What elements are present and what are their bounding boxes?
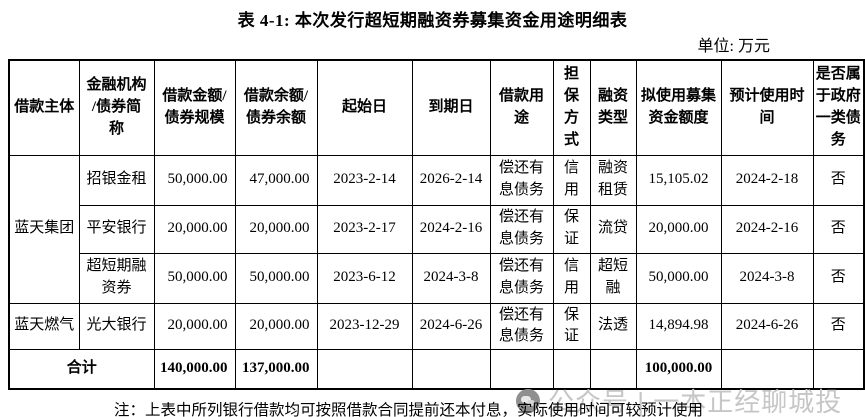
cell-financing-type: 超短 融 — [589, 252, 637, 304]
cell-proposed-amount: 14,894.98 — [635, 302, 722, 350]
total-gov-debt — [812, 349, 865, 389]
cell-purpose: 偿还有 息债务 — [489, 154, 554, 206]
total-loan-amount: 140,000.00 — [153, 349, 236, 389]
header-guarantee: 担 保 方 式 — [552, 59, 591, 156]
table-row: 蓝天集团 招银金租 50,000.00 47,000.00 2023-2-14 … — [8, 154, 865, 304]
header-institution: 金融机构 /债券简 称 — [78, 59, 155, 156]
unit-label: 单位: 万元 — [697, 38, 770, 55]
cell-proposed-amount: 50,000.00 — [635, 252, 722, 304]
cell-loan-balance: 20,000.00 — [234, 204, 318, 254]
cell-expected-time: 2024-2-18 — [720, 154, 814, 206]
cell-loan-amount: 20,000.00 — [153, 302, 236, 350]
watermark: 公众号 | 一本正经聊城投 — [516, 382, 842, 417]
loan-details-table: 借款主体 金融机构 /债券简 称 借款金额/ 债券规模 借款余额/ 债券余额 起… — [8, 59, 865, 390]
total-expected-time — [720, 349, 814, 389]
header-maturity-date: 到期日 — [411, 59, 491, 156]
cell-institution: 超短期融 资券 — [78, 252, 155, 304]
header-expected-time: 预计使用时 间 — [720, 59, 814, 156]
cell-proposed-amount: 15,105.02 — [635, 154, 722, 206]
cell-gov-debt: 否 — [812, 252, 865, 304]
cell-guarantee: 信 用 — [552, 154, 591, 206]
cell-financing-type: 流贷 — [589, 204, 637, 254]
cell-maturity-date: 2024-2-16 — [411, 204, 491, 254]
table-title: 表 4-1: 本次发行超短期融资券募集资金用途明细表 — [237, 11, 628, 30]
total-maturity-date — [411, 349, 491, 389]
table-row: 超短期融 资券 50,000.00 50,000.00 2023-6-12 20… — [9, 252, 865, 304]
header-gov-debt: 是否属 于政府 一类债 务 — [812, 59, 865, 156]
header-proposed-amount: 拟使用募集 资金额度 — [635, 59, 722, 156]
cell-financing-type: 法透 — [589, 302, 637, 350]
cell-purpose: 偿还有 息债务 — [489, 302, 554, 350]
cell-purpose: 偿还有 息债务 — [489, 204, 554, 254]
header-loan-amount: 借款金额/ 债券规模 — [153, 59, 236, 156]
cell-loan-balance: 20,000.00 — [234, 302, 318, 350]
header-row: 借款主体 金融机构 /债券简 称 借款金额/ 债券规模 借款余额/ 债券余额 起… — [8, 59, 865, 156]
cell-borrower-group: 蓝天集团 — [8, 154, 80, 304]
cell-institution: 招银金租 — [78, 154, 155, 206]
total-guarantee — [552, 349, 591, 389]
table-row: 蓝天燃气 光大银行 20,000.00 20,000.00 2023-12-29… — [8, 302, 865, 350]
total-label: 合计 — [8, 349, 155, 389]
cell-gov-debt: 否 — [812, 154, 865, 206]
cell-expected-time: 2024-6-26 — [720, 302, 814, 350]
header-start-date: 起始日 — [316, 59, 413, 156]
total-loan-balance: 137,000.00 — [234, 349, 318, 389]
cell-loan-amount: 20,000.00 — [153, 204, 236, 254]
cell-start-date: 2023-2-14 — [316, 154, 413, 206]
footnote: 注：上表中所列银行借款均可按照借款合同提前还本付息，实际使用时间可较预计使用 时… — [114, 401, 704, 417]
cell-expected-time: 2024-3-8 — [720, 252, 814, 304]
total-financing-type — [589, 349, 637, 389]
cell-purpose: 偿还有 息债务 — [489, 252, 554, 304]
header-financing-type: 融资 类型 — [589, 59, 637, 156]
cell-start-date: 2023-6-12 — [316, 252, 413, 304]
header-purpose: 借款用 途 — [489, 59, 554, 156]
total-proposed-amount: 100,000.00 — [635, 349, 722, 389]
wechat-logo-icon — [516, 388, 540, 413]
cell-start-date: 2023-2-17 — [316, 204, 413, 254]
cell-proposed-amount: 20,000.00 — [635, 204, 722, 254]
header-borrower: 借款主体 — [8, 59, 80, 156]
cell-gov-debt: 否 — [812, 204, 865, 254]
cell-expected-time: 2024-2-16 — [720, 204, 814, 254]
total-purpose — [489, 349, 554, 389]
cell-institution: 平安银行 — [78, 204, 155, 254]
cell-maturity-date: 2024-6-26 — [411, 302, 491, 350]
cell-gov-debt: 否 — [812, 302, 865, 350]
cell-institution: 光大银行 — [78, 302, 155, 350]
cell-maturity-date: 2026-2-14 — [411, 154, 491, 206]
cell-loan-amount: 50,000.00 — [153, 154, 236, 206]
cell-guarantee: 保 证 — [552, 204, 591, 254]
cell-loan-balance: 50,000.00 — [234, 252, 318, 304]
table-row: 平安银行 20,000.00 20,000.00 2023-2-17 2024-… — [9, 204, 865, 254]
cell-maturity-date: 2024-3-8 — [411, 252, 491, 304]
cell-financing-type: 融资 租赁 — [589, 154, 637, 206]
cell-loan-amount: 50,000.00 — [153, 252, 236, 304]
cell-loan-balance: 47,000.00 — [234, 154, 318, 206]
cell-borrower-group: 蓝天燃气 — [8, 302, 80, 350]
watermark-text: 公众号 | 一本正经聊城投 — [548, 387, 843, 417]
total-row: 合计 140,000.00 137,000.00 100,000.00 — [8, 349, 865, 389]
cell-guarantee: 保 证 — [552, 302, 591, 350]
cell-start-date: 2023-12-29 — [316, 302, 413, 350]
cell-guarantee: 信 用 — [552, 252, 591, 304]
total-start-date — [316, 349, 413, 389]
header-loan-balance: 借款余额/ 债券余额 — [234, 59, 318, 156]
